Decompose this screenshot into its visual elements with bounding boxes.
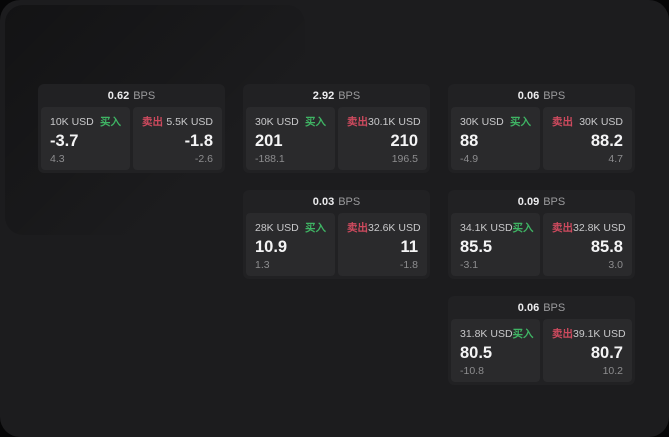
- sell-sub-value: -2.6: [194, 152, 213, 165]
- buy-price: 10.9: [255, 238, 288, 256]
- buy-price: -3.7: [50, 132, 79, 150]
- quote-card: 0.09 BPS 34.1K USD 买入 85.5 -3.1 卖出: [448, 190, 635, 279]
- sell-sub-value: 3.0: [608, 258, 623, 271]
- buy-price: 80.5: [460, 344, 493, 362]
- quote-card: 0.03 BPS 28K USD 买入 10.9 1.3 卖出: [243, 190, 430, 279]
- sell-price: 11: [400, 238, 418, 256]
- bps-header: 0.06 BPS: [448, 296, 635, 319]
- buy-label: 买入: [512, 328, 534, 340]
- buy-label: 买入: [510, 116, 531, 128]
- buy-sub-value: -188.1: [255, 152, 285, 165]
- sell-amount: 39.1K USD: [573, 328, 626, 340]
- sell-label: 卖出: [552, 328, 573, 340]
- bps-header: 0.03 BPS: [243, 190, 430, 213]
- bps-unit: BPS: [338, 89, 361, 102]
- bps-unit: BPS: [543, 89, 566, 102]
- sell-amount: 32.6K USD: [368, 222, 421, 234]
- quote-card: 0.06 BPS 30K USD 买入 88 -4.9 卖出: [448, 84, 635, 173]
- buy-label: 买入: [512, 222, 534, 234]
- buy-amount: 31.8K USD: [460, 328, 513, 340]
- buy-amount: 34.1K USD: [460, 222, 513, 234]
- bps-value: 0.06: [517, 89, 540, 102]
- sell-amount: 30.1K USD: [368, 116, 421, 128]
- sell-panel[interactable]: 卖出 30.1K USD 210 196.5: [338, 107, 427, 170]
- sell-panel[interactable]: 卖出 39.1K USD 80.7 10.2: [543, 319, 632, 382]
- sell-panel[interactable]: 卖出 32.8K USD 85.8 3.0: [543, 213, 632, 276]
- sell-price: 80.7: [590, 344, 623, 362]
- quote-card: 0.62 BPS 10K USD 买入 -3.7 4.3 卖出: [38, 84, 225, 173]
- bps-header: 0.06 BPS: [448, 84, 635, 107]
- buy-amount: 28K USD: [255, 222, 299, 234]
- sell-label: 卖出: [347, 116, 368, 128]
- buy-panel[interactable]: 34.1K USD 买入 85.5 -3.1: [451, 213, 540, 276]
- buy-amount: 30K USD: [460, 116, 504, 128]
- sell-amount: 32.8K USD: [573, 222, 626, 234]
- buy-panel[interactable]: 28K USD 买入 10.9 1.3: [246, 213, 335, 276]
- buy-sub-value: 1.3: [255, 258, 270, 271]
- buy-price: 201: [255, 132, 283, 150]
- sell-label: 卖出: [552, 222, 573, 234]
- sell-amount: 5.5K USD: [166, 116, 213, 128]
- buy-panel[interactable]: 31.8K USD 买入 80.5 -10.8: [451, 319, 540, 382]
- bps-header: 0.09 BPS: [448, 190, 635, 213]
- bps-value: 2.92: [312, 89, 335, 102]
- bps-header: 2.92 BPS: [243, 84, 430, 107]
- sell-price: -1.8: [184, 132, 213, 150]
- buy-amount: 10K USD: [50, 116, 94, 128]
- bps-unit: BPS: [133, 89, 156, 102]
- sell-sub-value: 4.7: [608, 152, 623, 165]
- buy-sub-value: -4.9: [460, 152, 479, 165]
- buy-label: 买入: [305, 116, 326, 128]
- bps-header: 0.62 BPS: [38, 84, 225, 107]
- sell-price: 210: [390, 132, 418, 150]
- bps-value: 0.62: [107, 89, 130, 102]
- bps-value: 0.06: [517, 301, 540, 314]
- sell-label: 卖出: [347, 222, 368, 234]
- buy-label: 买入: [100, 116, 121, 128]
- sell-price: 85.8: [590, 238, 623, 256]
- buy-price: 85.5: [460, 238, 493, 256]
- bps-value: 0.03: [312, 195, 335, 208]
- bps-unit: BPS: [543, 301, 566, 314]
- sell-price: 88.2: [590, 132, 623, 150]
- sell-amount: 30K USD: [579, 116, 623, 128]
- buy-sub-value: -3.1: [460, 258, 479, 271]
- sell-sub-value: 10.2: [602, 364, 623, 377]
- sell-panel[interactable]: 卖出 32.6K USD 11 -1.8: [338, 213, 427, 276]
- buy-panel[interactable]: 30K USD 买入 201 -188.1: [246, 107, 335, 170]
- buy-panel[interactable]: 30K USD 买入 88 -4.9: [451, 107, 540, 170]
- buy-sub-value: -10.8: [460, 364, 484, 377]
- sell-panel[interactable]: 卖出 5.5K USD -1.8 -2.6: [133, 107, 222, 170]
- buy-panel[interactable]: 10K USD 买入 -3.7 4.3: [41, 107, 130, 170]
- bps-unit: BPS: [543, 195, 566, 208]
- sell-label: 卖出: [552, 116, 573, 128]
- bps-unit: BPS: [338, 195, 361, 208]
- quote-grid: 0.62 BPS 10K USD 买入 -3.7 4.3 卖出: [38, 84, 635, 385]
- sell-sub-value: -1.8: [399, 258, 418, 271]
- buy-amount: 30K USD: [255, 116, 299, 128]
- buy-price: 88: [460, 132, 479, 150]
- buy-label: 买入: [305, 222, 326, 234]
- sell-panel[interactable]: 卖出 30K USD 88.2 4.7: [543, 107, 632, 170]
- buy-sub-value: 4.3: [50, 152, 65, 165]
- bps-value: 0.09: [517, 195, 540, 208]
- sell-label: 卖出: [142, 116, 163, 128]
- quote-card: 0.06 BPS 31.8K USD 买入 80.5 -10.8 卖: [448, 296, 635, 385]
- sell-sub-value: 196.5: [391, 152, 418, 165]
- quote-card: 2.92 BPS 30K USD 买入 201 -188.1 卖出: [243, 84, 430, 173]
